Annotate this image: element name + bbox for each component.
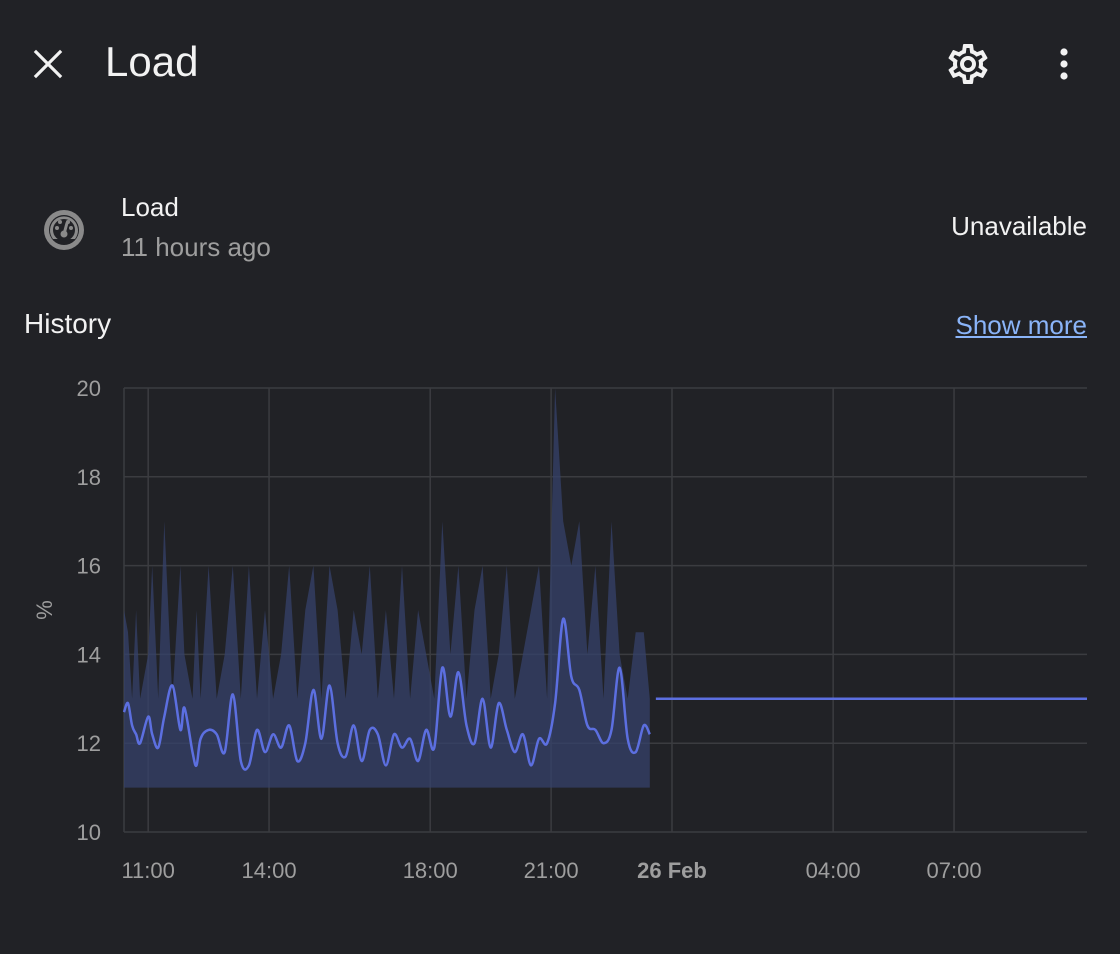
x-tick-label: 11:00: [121, 858, 174, 883]
y-tick-label: 14: [77, 642, 101, 667]
x-tick-label: 18:00: [403, 858, 458, 883]
history-title: History: [24, 308, 112, 339]
gear-icon: [948, 44, 988, 84]
entity-info-row[interactable]: Load 11 hours ago Unavailable: [0, 180, 1120, 270]
x-tick-label: 04:00: [806, 858, 861, 883]
entity-state: Unavailable: [951, 211, 1087, 241]
y-tick-label: 18: [77, 465, 101, 490]
dialog-header: Load: [0, 0, 1120, 130]
dialog-title: Load: [105, 38, 199, 85]
y-tick-label: 20: [77, 376, 101, 401]
y-tick-label: 12: [77, 731, 101, 756]
x-tick-label: 07:00: [927, 858, 982, 883]
history-chart[interactable]: 10 12 14 16 18 20 11:00 14:00 18:00 21:00 26 Feb 04…: [0, 360, 1120, 900]
entity-last-changed: 11 hours ago: [121, 232, 271, 262]
close-icon: [33, 49, 63, 79]
more-options-button[interactable]: [1040, 40, 1088, 88]
x-tick-label: 14:00: [242, 858, 297, 883]
more-vertical-icon: [1060, 48, 1068, 80]
y-tick-label: 10: [77, 820, 101, 845]
series-min-max-band: [124, 388, 650, 788]
show-more-link[interactable]: Show more: [955, 310, 1088, 340]
series-mean-line: [122, 617, 651, 771]
x-tick-label: 26 Feb: [637, 858, 707, 883]
y-axis-label: %: [32, 600, 57, 620]
y-tick-label: 16: [77, 554, 101, 579]
entity-name: Load: [121, 192, 179, 222]
gauge-icon: [40, 206, 88, 254]
settings-button[interactable]: [944, 40, 992, 88]
x-tick-label: 21:00: [524, 858, 579, 883]
close-button[interactable]: [24, 40, 72, 88]
